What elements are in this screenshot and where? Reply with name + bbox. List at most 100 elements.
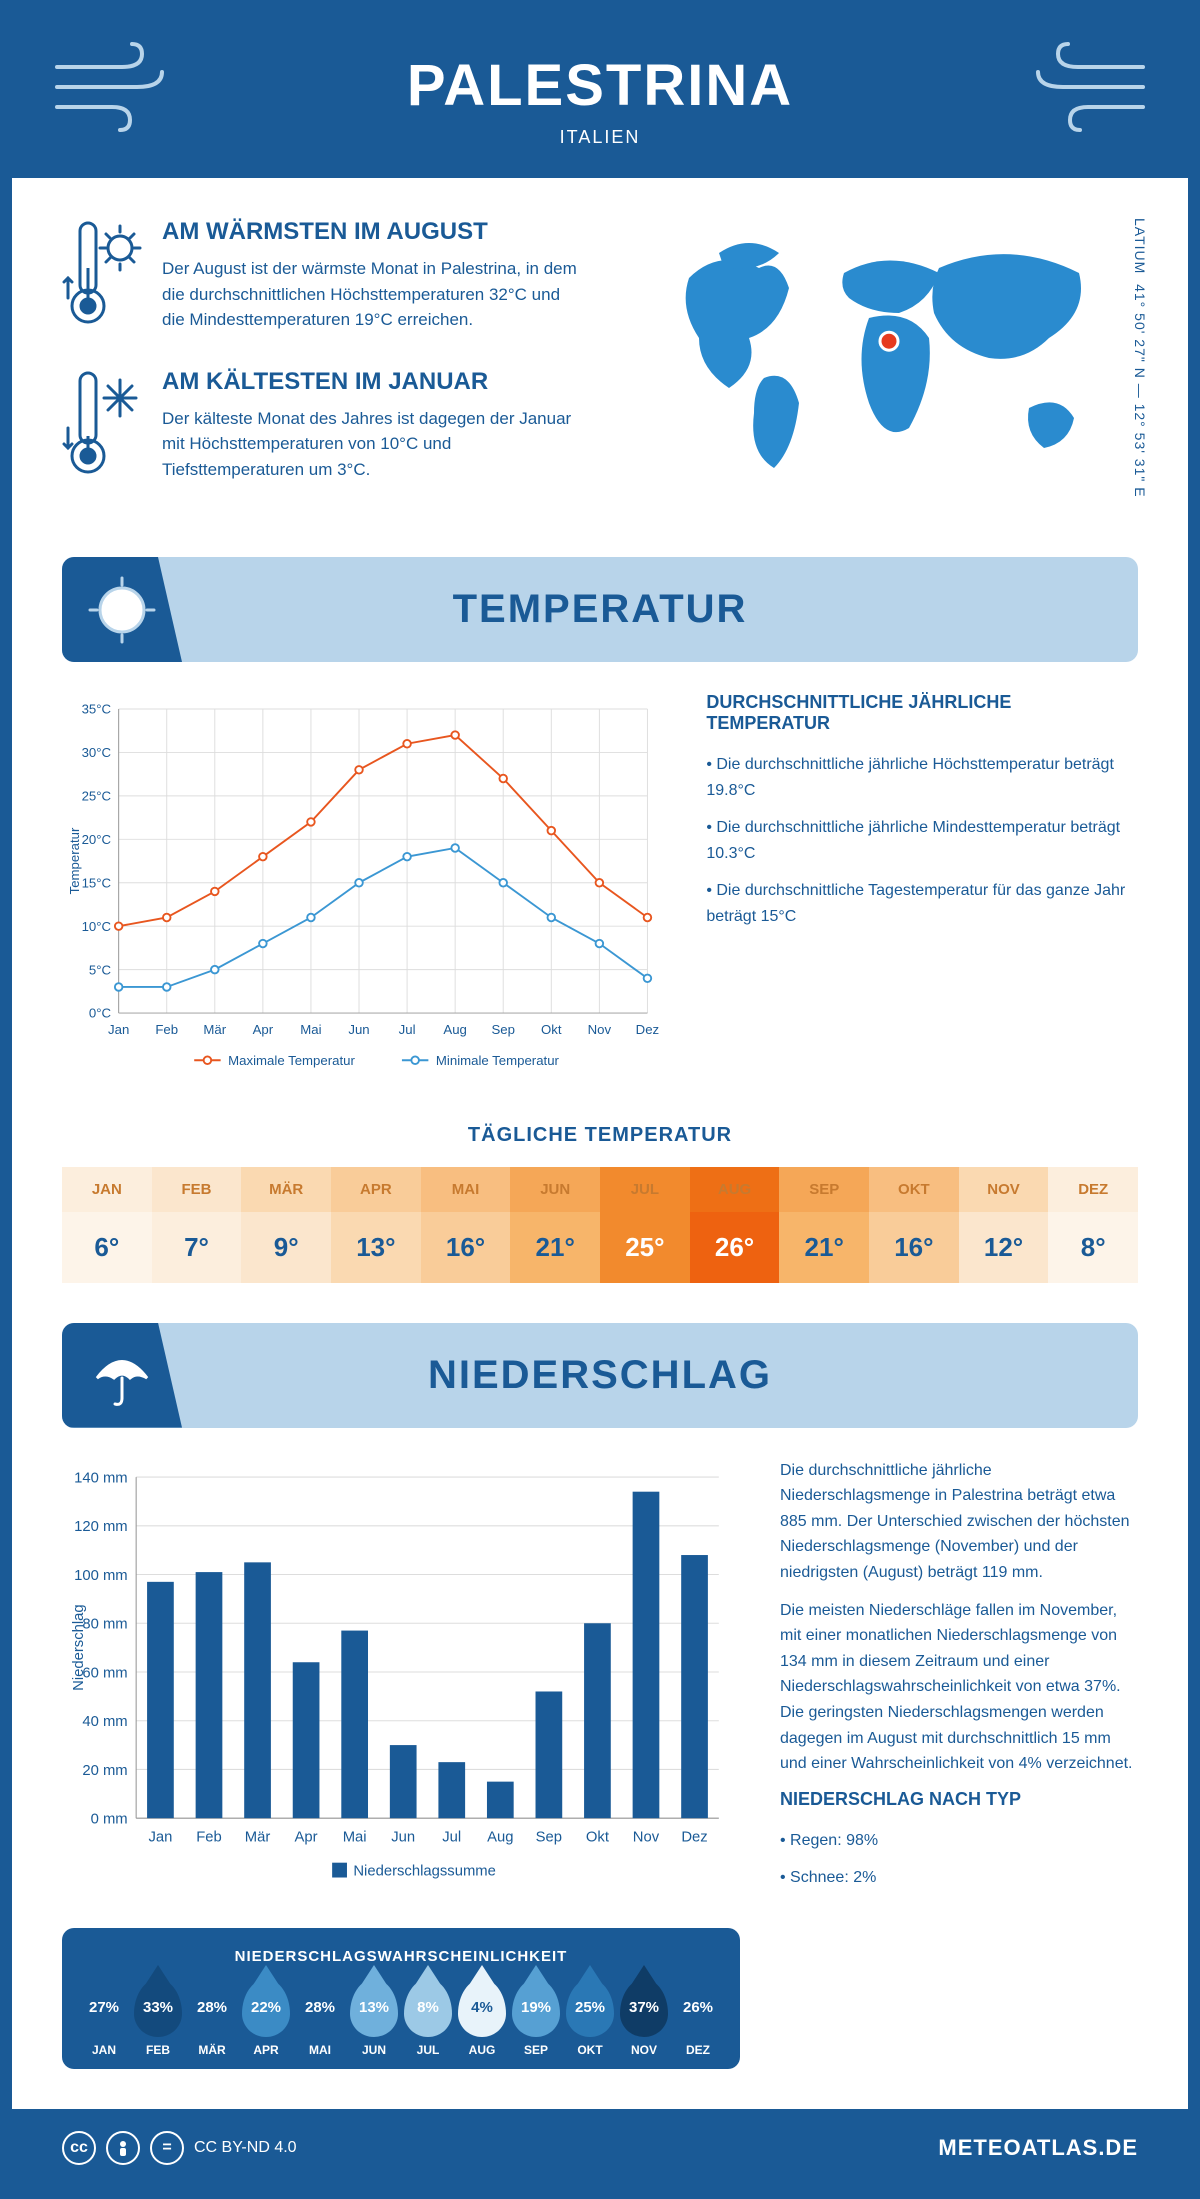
daily-temp-month: NOV	[959, 1167, 1049, 1212]
precip-prob-month: FEB	[134, 2043, 182, 2057]
svg-text:25°C: 25°C	[82, 789, 112, 804]
thermometer-hot-icon	[62, 218, 142, 328]
precip-prob-month: SEP	[512, 2043, 560, 2057]
daily-temp-cell: AUG26°	[690, 1167, 780, 1283]
svg-text:100 mm: 100 mm	[74, 1567, 128, 1583]
precip-left: 0 mm20 mm40 mm60 mm80 mm100 mm120 mm140 …	[62, 1458, 740, 2069]
intro-row: AM WÄRMSTEN IM AUGUST Der August ist der…	[62, 218, 1138, 517]
svg-text:Feb: Feb	[196, 1829, 222, 1845]
svg-text:35°C: 35°C	[82, 702, 112, 717]
precip-section-title: NIEDERSCHLAG	[82, 1353, 1118, 1398]
raindrop-icon: 27%	[80, 1979, 128, 2037]
svg-text:Aug: Aug	[487, 1829, 513, 1845]
daily-temp-value: 26°	[690, 1212, 780, 1283]
svg-text:Sep: Sep	[536, 1829, 562, 1845]
svg-text:Dez: Dez	[681, 1829, 707, 1845]
cold-block: AM KÄLTESTEN IM JANUAR Der kälteste Mona…	[62, 368, 580, 483]
raindrop-icon: 28%	[296, 1979, 344, 2037]
by-icon	[106, 2131, 140, 2165]
daily-temp-value: 25°	[600, 1212, 690, 1283]
daily-temp-month: FEB	[152, 1167, 242, 1212]
precip-prob-item: 37% NOV	[620, 1979, 668, 2057]
svg-text:Niederschlagssumme: Niederschlagssumme	[353, 1863, 496, 1879]
precip-prob-month: APR	[242, 2043, 290, 2057]
raindrop-icon: 8%	[404, 1979, 452, 2037]
cold-text: AM KÄLTESTEN IM JANUAR Der kälteste Mona…	[162, 368, 580, 483]
temp-bullet-0: • Die durchschnittliche jährliche Höchst…	[706, 752, 1138, 803]
warm-text: AM WÄRMSTEN IM AUGUST Der August ist der…	[162, 218, 580, 333]
daily-temp-cell: SEP21°	[779, 1167, 869, 1283]
daily-temp-month: DEZ	[1048, 1167, 1138, 1212]
precip-prob-item: 13%JUN	[350, 1979, 398, 2057]
wind-icon-left	[52, 42, 172, 149]
temp-summary-title: DURCHSCHNITTLICHE JÄHRLICHE TEMPERATUR	[706, 692, 1138, 734]
section-header-temperature: TEMPERATUR	[62, 557, 1138, 662]
precip-prob-value: 37%	[629, 1999, 659, 2016]
precip-p2: Die meisten Niederschläge fallen im Nove…	[780, 1598, 1138, 1777]
precip-prob-drops: 27%JAN33%FEB28%MÄR22%APR28%MAI13%JUN8%JU…	[80, 1979, 722, 2057]
precip-prob-value: 25%	[575, 1999, 605, 2016]
nd-icon: =	[150, 2131, 184, 2165]
daily-temp-cell: OKT16°	[869, 1167, 959, 1283]
precip-prob-item: 33% FEB	[134, 1979, 182, 2057]
precip-prob-item: 28%MÄR	[188, 1979, 236, 2057]
precip-prob-item: 28% MAI	[296, 1979, 344, 2057]
daily-temp-value: 8°	[1048, 1212, 1138, 1283]
precip-p1: Die durchschnittliche jährliche Niedersc…	[780, 1458, 1138, 1586]
svg-text:Apr: Apr	[295, 1829, 318, 1845]
precip-prob-value: 28%	[197, 1999, 227, 2016]
svg-text:40 mm: 40 mm	[82, 1714, 127, 1730]
daily-temp-value: 21°	[779, 1212, 869, 1283]
raindrop-icon: 37%	[620, 1979, 668, 2037]
svg-text:Niederschlag: Niederschlag	[71, 1604, 87, 1691]
footer: cc = CC BY-ND 4.0 METEOATLAS.DE	[12, 2109, 1188, 2187]
svg-text:Maximale Temperatur: Maximale Temperatur	[228, 1053, 355, 1068]
precip-chart-row: 0 mm20 mm40 mm60 mm80 mm100 mm120 mm140 …	[62, 1458, 1138, 2069]
temp-chart-row: 0°C5°C10°C15°C20°C25°C30°C35°CJanFebMärA…	[62, 692, 1138, 1094]
precip-prob-value: 19%	[521, 1999, 551, 2016]
daily-temp-month: SEP	[779, 1167, 869, 1212]
precip-prob-month: AUG	[458, 2043, 506, 2057]
daily-temp-month: OKT	[869, 1167, 959, 1212]
precip-prob-item: 27%JAN	[80, 1979, 128, 2057]
precip-type-1: • Schnee: 2%	[780, 1865, 1138, 1891]
precip-prob-month: OKT	[566, 2043, 614, 2057]
raindrop-icon: 28%	[188, 1979, 236, 2037]
temp-chart: 0°C5°C10°C15°C20°C25°C30°C35°CJanFebMärA…	[62, 692, 666, 1094]
temp-summary: DURCHSCHNITTLICHE JÄHRLICHE TEMPERATUR •…	[706, 692, 1138, 1094]
svg-text:Jul: Jul	[399, 1022, 416, 1037]
raindrop-icon: 33%	[134, 1979, 182, 2037]
precip-prob-value: 26%	[683, 1999, 713, 2016]
daily-temp-value: 13°	[331, 1212, 421, 1283]
svg-text:Feb: Feb	[155, 1022, 178, 1037]
precip-prob-month: NOV	[620, 2043, 668, 2057]
svg-text:0°C: 0°C	[89, 1006, 112, 1021]
raindrop-icon: 13%	[350, 1979, 398, 2037]
intro-left: AM WÄRMSTEN IM AUGUST Der August ist der…	[62, 218, 580, 517]
warm-title: AM WÄRMSTEN IM AUGUST	[162, 218, 580, 246]
svg-text:Mai: Mai	[343, 1829, 367, 1845]
precip-prob-title: NIEDERSCHLAGSWAHRSCHEINLICHKEIT	[80, 1948, 722, 1965]
warm-body: Der August ist der wärmste Monat in Pale…	[162, 256, 580, 333]
warm-block: AM WÄRMSTEN IM AUGUST Der August ist der…	[62, 218, 580, 333]
precip-prob-value: 27%	[89, 1999, 119, 2016]
raindrop-icon: 26%	[674, 1979, 722, 2037]
svg-text:15°C: 15°C	[82, 875, 112, 890]
precip-prob-month: MAI	[296, 2043, 344, 2057]
daily-temp-value: 6°	[62, 1212, 152, 1283]
svg-text:Nov: Nov	[588, 1022, 612, 1037]
svg-text:Jan: Jan	[148, 1829, 172, 1845]
precip-text: Die durchschnittliche jährliche Niedersc…	[780, 1458, 1138, 2069]
daily-temp-value: 7°	[152, 1212, 242, 1283]
country-subtitle: ITALIEN	[32, 127, 1168, 148]
temp-bullet-2: • Die durchschnittliche Tagestemperatur …	[706, 878, 1138, 929]
svg-text:Apr: Apr	[253, 1022, 274, 1037]
daily-temp-month: JAN	[62, 1167, 152, 1212]
precip-prob-item: 4%AUG	[458, 1979, 506, 2057]
daily-temp-cell: DEZ8°	[1048, 1167, 1138, 1283]
world-map	[620, 218, 1138, 498]
license-text: CC BY-ND 4.0	[194, 2139, 297, 2157]
precip-prob-item: 26%DEZ	[674, 1979, 722, 2057]
svg-text:Jun: Jun	[348, 1022, 369, 1037]
daily-temp-cell: JAN6°	[62, 1167, 152, 1283]
